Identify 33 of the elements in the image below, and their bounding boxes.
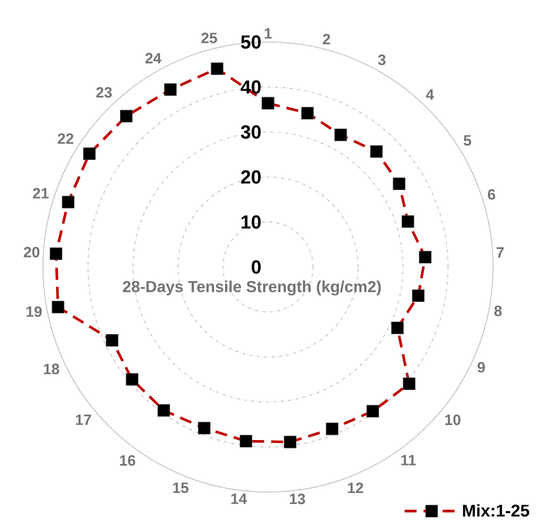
spoke-label: 21 [32, 188, 49, 198]
spoke-label: 18 [44, 364, 60, 374]
spoke-label: 23 [96, 87, 112, 98]
spoke-label: 20 [24, 246, 40, 258]
spoke-label: 9 [478, 362, 485, 373]
spoke-label: 14 [231, 494, 247, 504]
spoke-label: 17 [76, 414, 92, 425]
spoke-label: 6 [488, 189, 496, 200]
spoke-label: 15 [173, 482, 188, 493]
y-tick-label: 0 [252, 260, 261, 274]
spoke-label: 5 [464, 135, 472, 146]
spoke-label: 10 [445, 414, 460, 426]
spoke-label: 4 [426, 89, 434, 100]
y-tick-label: 40 [240, 80, 261, 94]
y-tick-label: 50 [241, 35, 261, 49]
text: 28-Days Tensile Strength (kg/cm2) [122, 280, 381, 296]
spoke-label: 13 [290, 494, 306, 504]
spoke-label: 2 [322, 34, 330, 44]
spoke-label: 12 [348, 482, 364, 494]
spoke-label: 3 [378, 54, 386, 66]
spoke-label: 16 [120, 455, 136, 466]
spoke-label: 25 [201, 32, 218, 44]
y-tick-label: 20 [241, 170, 261, 184]
spoke-label: 19 [26, 306, 42, 317]
spoke-label: 8 [494, 306, 502, 316]
spoke-label: 11 [401, 454, 416, 466]
spoke-label: 7 [496, 247, 504, 258]
y-tick-label: 10 [242, 215, 261, 229]
spoke-label: 24 [145, 52, 162, 64]
spoke-label: 1 [264, 28, 272, 38]
spoke-label: 22 [58, 133, 74, 144]
legend-label: Mix:1-25 [463, 504, 530, 517]
y-tick-label: 30 [240, 125, 261, 139]
